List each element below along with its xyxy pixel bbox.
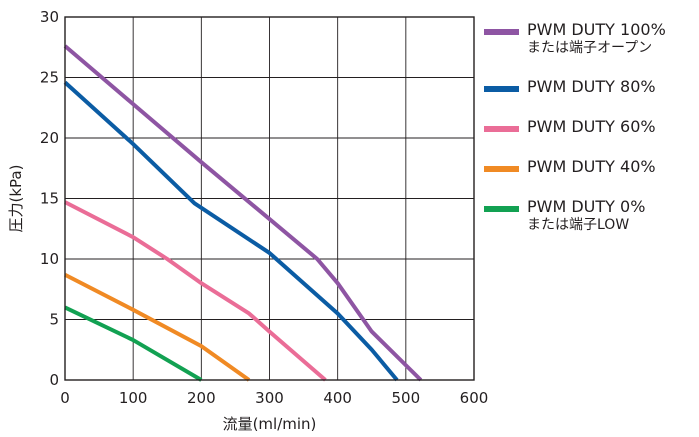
plot-frame xyxy=(64,16,475,381)
grid-lines xyxy=(65,17,474,380)
legend-sublabel: または端子LOW xyxy=(527,217,630,233)
x-tick-label: 600 xyxy=(460,389,489,407)
y-tick-label: 5 xyxy=(49,311,59,329)
y-tick-label: 20 xyxy=(40,129,59,147)
x-tick-label: 300 xyxy=(255,389,284,407)
x-tick-label: 400 xyxy=(323,389,352,407)
legend-swatch xyxy=(484,29,519,35)
series-line-0 xyxy=(63,44,423,382)
x-tick-label: 500 xyxy=(392,389,421,407)
x-axis-label: 流量(ml/min) xyxy=(223,415,317,433)
legend-item-duty-60: PWM DUTY 60% xyxy=(484,117,696,137)
legend-label: PWM DUTY 0% xyxy=(527,197,646,216)
y-tick-label: 30 xyxy=(40,8,59,26)
y-axis-label: 圧力(kPa) xyxy=(7,165,25,233)
series-line-2 xyxy=(64,200,327,382)
legend-label: PWM DUTY 40% xyxy=(527,157,656,176)
series-lines xyxy=(63,44,423,382)
legend-sublabel: または端子オープン xyxy=(527,40,653,56)
y-tick-label: 0 xyxy=(49,371,59,389)
legend-label: PWM DUTY 60% xyxy=(527,117,656,136)
x-tick-labels: 0 100 200 300 400 500 600 xyxy=(60,389,488,407)
legend-item-duty-100: PWM DUTY 100% または端子オープン xyxy=(484,20,696,57)
y-tick-label: 25 xyxy=(40,69,59,87)
legend-label: PWM DUTY 80% xyxy=(527,77,656,96)
series-line-1 xyxy=(63,80,399,382)
legend-swatch xyxy=(484,86,519,92)
y-tick-label: 15 xyxy=(40,190,59,208)
legend-item-duty-80: PWM DUTY 80% xyxy=(484,77,696,97)
y-tick-labels: 0 5 10 15 20 25 30 xyxy=(40,8,59,389)
legend-swatch xyxy=(484,126,519,132)
legend-swatch xyxy=(484,166,519,172)
series-line-3 xyxy=(64,272,251,382)
legend-item-duty-0: PWM DUTY 0% または端子LOW xyxy=(484,197,696,234)
legend: PWM DUTY 100% または端子オープン PWM DUTY 80% PWM… xyxy=(484,20,696,254)
x-tick-label: 0 xyxy=(60,389,70,407)
legend-label: PWM DUTY 100% xyxy=(527,20,666,39)
legend-item-duty-40: PWM DUTY 40% xyxy=(484,157,696,177)
legend-swatch xyxy=(484,206,519,212)
x-tick-label: 100 xyxy=(119,389,148,407)
y-tick-label: 10 xyxy=(40,250,59,268)
x-tick-label: 200 xyxy=(187,389,216,407)
series-line-4 xyxy=(64,305,203,382)
